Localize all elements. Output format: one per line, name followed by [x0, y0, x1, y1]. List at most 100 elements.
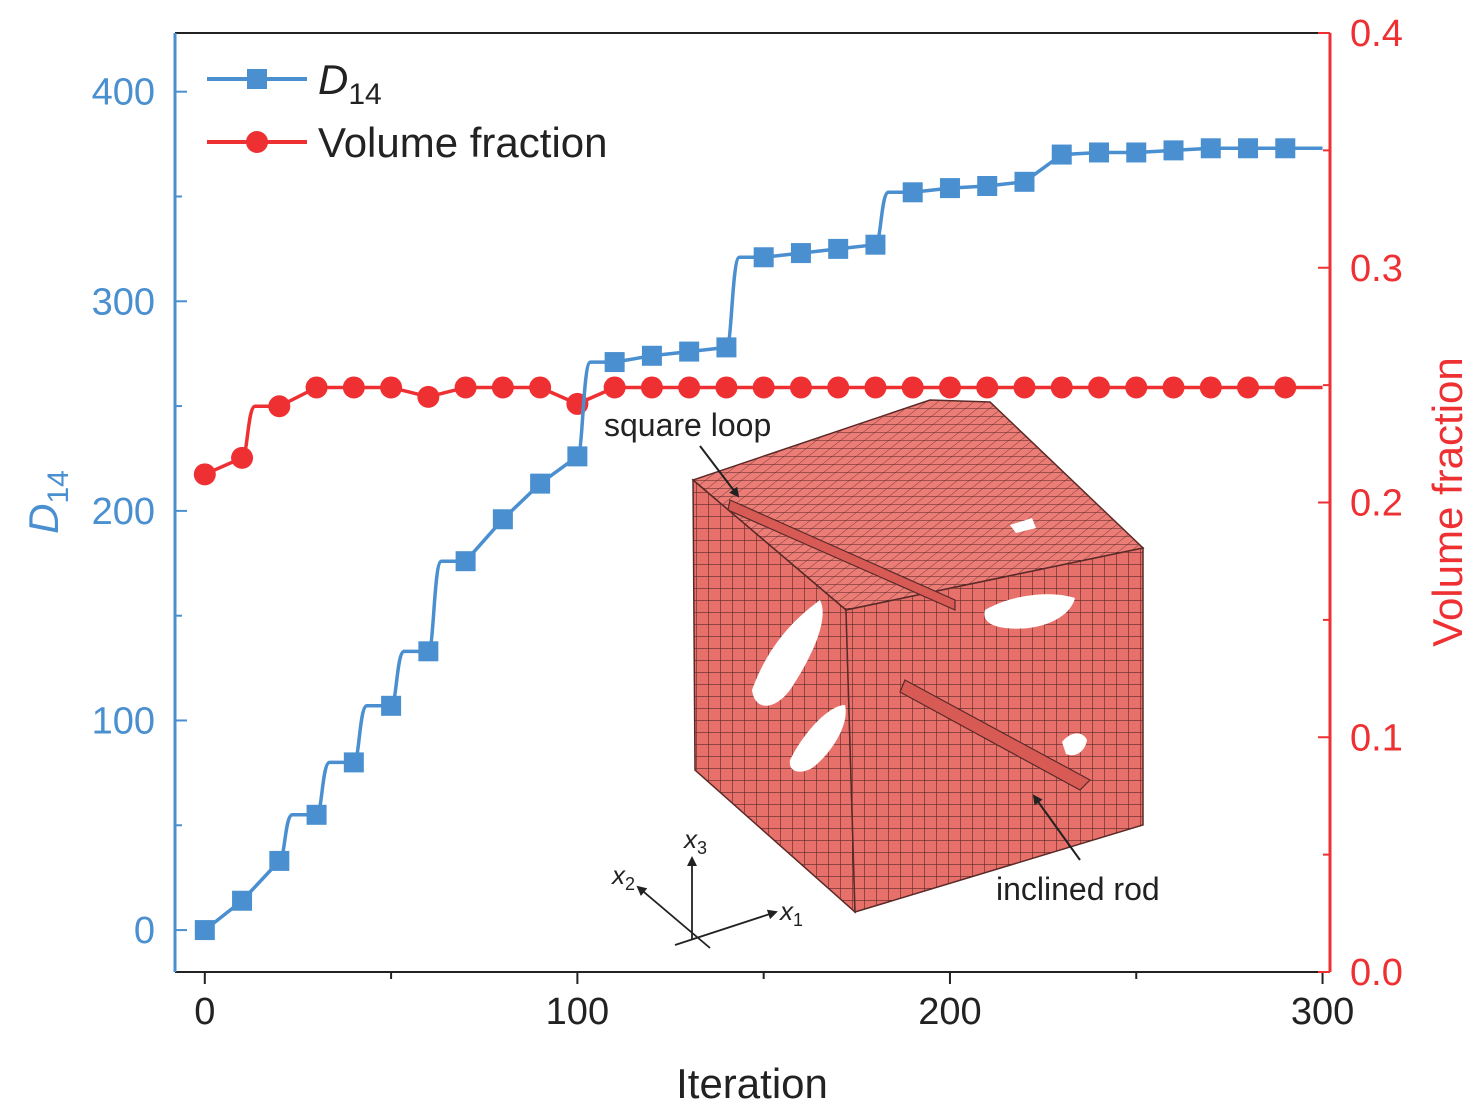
volume-fraction-point: [827, 376, 850, 399]
d14-point: [753, 247, 774, 268]
volume-fraction-point: [417, 385, 440, 408]
d14-point: [1200, 138, 1221, 159]
x-axis: 0 100 200 300: [194, 972, 1354, 1033]
cube-hole-left-upper: [752, 600, 823, 706]
x2-label: x2: [610, 860, 635, 894]
volume-fraction-point: [1162, 376, 1185, 399]
y-right-tick-label: 0.2: [1350, 483, 1403, 525]
legend-volume-marker: [246, 131, 268, 153]
d14-point: [567, 446, 588, 467]
volume-fraction-point: [603, 376, 626, 399]
d14-point: [1089, 142, 1109, 163]
x-tick-label: 100: [546, 991, 609, 1033]
volume-fraction-point: [1088, 376, 1110, 399]
volume-fraction-point: [901, 376, 924, 399]
volume-fraction-point: [938, 376, 961, 399]
legend-volume-label: Volume fraction: [318, 119, 608, 166]
volume-fraction-point: [864, 376, 887, 399]
x-tick-label: 0: [194, 991, 215, 1033]
volume-fraction-point: [491, 376, 514, 399]
y-right-tick-label: 0.4: [1350, 13, 1403, 55]
volume-fraction-point: [1125, 376, 1148, 399]
d14-point: [641, 345, 662, 366]
volume-fraction-point: [1237, 376, 1260, 399]
coordinate-triad: x3 x1 x2: [610, 824, 803, 949]
y-axis-right: 0.0 0.1 0.2 0.3 0.4: [1318, 13, 1403, 994]
x1-label: x1: [778, 896, 803, 930]
d14-point: [343, 752, 364, 773]
volume-fraction-point: [640, 376, 663, 399]
y-left-tick-label: 400: [92, 72, 155, 114]
d14-point: [455, 551, 476, 572]
legend-d14-marker: [247, 69, 267, 89]
annotation-square-loop: square loop: [604, 407, 771, 443]
d14-point: [492, 509, 513, 530]
y-right-tick-label: 0.3: [1350, 248, 1403, 290]
annotations: square loop inclined rod: [604, 407, 1160, 907]
volume-fraction-point: [976, 376, 999, 399]
cube-hole-left-lower: [789, 705, 846, 772]
d14-point: [194, 920, 215, 941]
d14-point: [716, 337, 737, 358]
volume-fraction-point: [715, 376, 738, 399]
x-axis-title: Iteration: [676, 1060, 828, 1107]
cube-hole-top: [1010, 518, 1036, 533]
legend: D14 Volume fraction: [207, 56, 608, 166]
d14-point: [790, 243, 811, 264]
d14-point: [1051, 144, 1072, 165]
volume-fraction-point: [529, 376, 552, 399]
d14-point: [902, 182, 923, 203]
cube-inclined-rod: [899, 679, 1091, 791]
legend-d14-label: D14: [318, 56, 382, 111]
volume-fraction-point: [1274, 376, 1297, 399]
y-left-tick-label: 200: [92, 491, 155, 533]
volume-fraction-point: [1013, 376, 1036, 399]
d14-point: [1126, 142, 1147, 163]
square-loop-pointer: [699, 445, 740, 498]
cube-hole-right-upper: [984, 594, 1075, 629]
d14-point: [269, 850, 290, 871]
volume-fraction-point: [678, 376, 701, 399]
volume-fraction-point: [342, 376, 365, 399]
y-axis-title-left: D14: [20, 470, 75, 534]
y-right-tick-label: 0.0: [1350, 952, 1403, 994]
y-left-tick-label: 100: [92, 700, 155, 742]
d14-point: [1238, 138, 1259, 159]
x-tick-label: 200: [918, 991, 981, 1033]
d14-point: [977, 176, 998, 197]
cube-square-loop-edge: [727, 499, 956, 611]
volume-fraction-point: [1199, 376, 1222, 399]
d14-point: [530, 473, 551, 494]
inclined-rod-pointer: [1032, 794, 1081, 861]
y-left-tick-label: 300: [92, 281, 155, 323]
volume-fraction-point: [231, 446, 254, 469]
d14-point: [232, 890, 253, 911]
d14-point: [306, 804, 327, 825]
d14-point: [939, 178, 960, 199]
series-volume-fraction: [193, 376, 1323, 486]
y-right-tick-label: 0.1: [1350, 717, 1403, 759]
y-axis-left: 0 100 200 300 400: [92, 72, 187, 952]
x2-axis-arrow: [636, 885, 711, 949]
lattice-cube-inset: [691, 399, 1145, 914]
volume-fraction-point: [193, 463, 216, 486]
d14-point: [418, 641, 439, 662]
volume-fraction-point: [454, 376, 477, 399]
annotation-inclined-rod: inclined rod: [996, 871, 1160, 907]
x3-label: x3: [682, 824, 707, 858]
y-left-tick-label: 0: [134, 910, 155, 952]
y-axis-title-right: Volume fraction: [1424, 357, 1471, 647]
d14-point: [865, 234, 886, 255]
volume-fraction-point: [789, 376, 812, 399]
x-tick-label: 300: [1291, 991, 1354, 1033]
volume-fraction-point: [1050, 376, 1073, 399]
d14-point: [1275, 138, 1296, 159]
volume-fraction-point: [752, 376, 775, 399]
d14-point: [1163, 140, 1184, 161]
volume-fraction-point: [268, 395, 291, 418]
d14-point: [828, 238, 849, 259]
volume-fraction-point: [305, 376, 328, 399]
d14-point: [679, 341, 700, 362]
series-d14: [194, 138, 1323, 941]
